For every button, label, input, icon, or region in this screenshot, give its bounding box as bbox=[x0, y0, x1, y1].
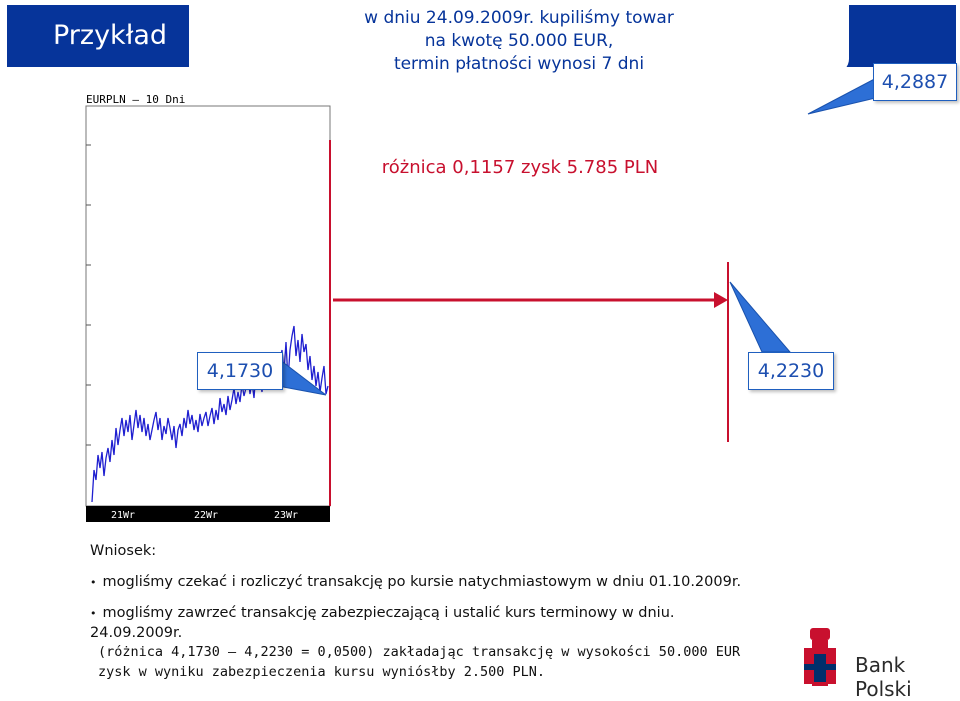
bank-logo-mark bbox=[804, 628, 836, 686]
bank-logo-text: Bank Polski bbox=[855, 653, 912, 701]
period-arrow-head bbox=[714, 292, 728, 308]
spot-rate-purchase-box: 4,1730 bbox=[197, 352, 283, 390]
conclusion-bullet-2: mogliśmy zawrzeć transakcję zabezpieczaj… bbox=[90, 605, 675, 621]
chart-x-axis-bar bbox=[86, 506, 330, 522]
conclusion-bullet-1: mogliśmy czekać i rozliczyć transakcję p… bbox=[90, 574, 742, 590]
conclusion-line-4: (różnica 4,1730 – 4,2230 = 0,0500) zakła… bbox=[98, 644, 741, 660]
chart-y-ticks bbox=[86, 144, 91, 446]
callout-pointer-right bbox=[729, 281, 792, 353]
difference-text: różnica 0,1157 zysk 5.785 PLN bbox=[381, 157, 659, 178]
spot-rate-settlement-box: 4,2230 bbox=[748, 352, 834, 390]
conclusion-line-3: 24.09.2009r. bbox=[90, 625, 183, 641]
x-tick-label: 21Wr bbox=[111, 510, 136, 521]
conclusion-line-5: zysk w wyniku zabezpieczenia kursu wynió… bbox=[98, 664, 546, 680]
x-tick-label: 23Wr bbox=[274, 510, 299, 521]
chart-title: EURPLN – 10 Dni bbox=[86, 93, 186, 106]
header-line-2: na kwotę 50.000 EUR, bbox=[424, 31, 614, 51]
header-text-box: w dniu 24.09.2009r. kupiliśmy towar na k… bbox=[189, 5, 849, 74]
conclusion-label: Wniosek: bbox=[90, 543, 157, 559]
header-line-1: w dniu 24.09.2009r. kupiliśmy towar bbox=[364, 8, 674, 28]
header-line-3: termin płatności wynosi 7 dni bbox=[393, 54, 645, 74]
slide-title: Przykład bbox=[7, 5, 189, 67]
x-tick-label: 22Wr bbox=[194, 510, 219, 521]
forward-rate-box: 4,2887 bbox=[873, 63, 957, 101]
